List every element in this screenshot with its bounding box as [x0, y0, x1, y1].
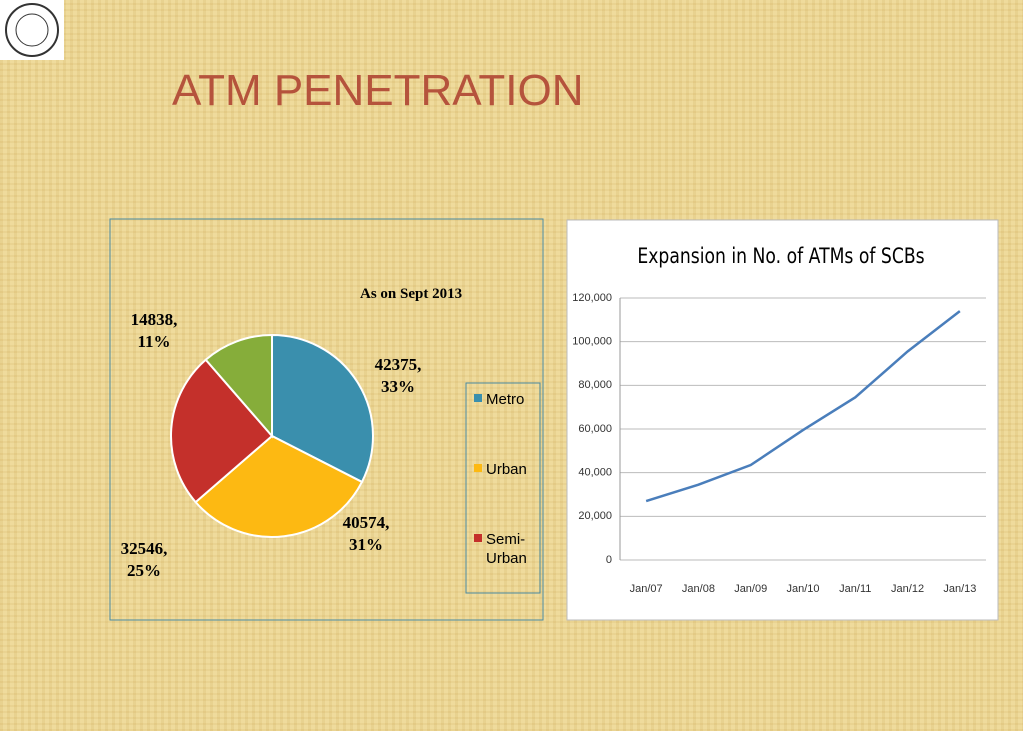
pie-slice	[271, 333, 374, 484]
x-tick-label: Jan/08	[682, 583, 715, 595]
legend-label: Urban	[486, 461, 527, 478]
legend-swatch	[474, 534, 482, 542]
pie-subtitle: As on Sept 2013	[360, 286, 463, 302]
y-tick-label: 60,000	[578, 423, 612, 435]
line	[645, 310, 961, 503]
x-tick-label: Jan/07	[630, 583, 663, 595]
y-tick-label: 80,000	[578, 379, 612, 391]
line-panel	[566, 219, 999, 621]
legend-swatch	[474, 394, 482, 402]
data-label: 14838, 11%	[130, 310, 178, 351]
logo-box	[0, 0, 64, 60]
pie-frame	[109, 218, 544, 621]
legend-swatch	[474, 464, 482, 472]
pie-slice	[170, 358, 274, 504]
y-tick-label: 0	[606, 554, 612, 566]
y-tick-label: 100,000	[572, 336, 612, 348]
y-tick-label: 20,000	[578, 510, 612, 522]
legend-label: Semi-Urban	[486, 531, 527, 567]
x-tick-label: Jan/10	[786, 583, 819, 595]
x-tick-label: Jan/09	[734, 583, 767, 595]
legend-label: Metro	[486, 391, 525, 408]
data-label: 42375, 33%	[374, 355, 422, 396]
line-title: Expansion in No. of ATMs of SCBs	[637, 243, 924, 268]
logo	[5, 3, 59, 57]
slide-title: ATM PENETRATION	[172, 66, 584, 115]
y-tick-label: 40,000	[578, 467, 612, 479]
legend-frame	[465, 382, 541, 594]
data-label: 40574, 31%	[342, 513, 390, 554]
x-tick-label: Jan/13	[943, 583, 976, 595]
x-tick-label: Jan/12	[891, 583, 924, 595]
logo-inner	[15, 13, 49, 47]
pie-slice	[204, 333, 273, 439]
y-tick-label: 120,000	[572, 292, 612, 304]
x-tick-label: Jan/11	[839, 583, 871, 595]
pie-slice	[194, 434, 364, 538]
data-label: 32546, 25%	[120, 539, 168, 580]
